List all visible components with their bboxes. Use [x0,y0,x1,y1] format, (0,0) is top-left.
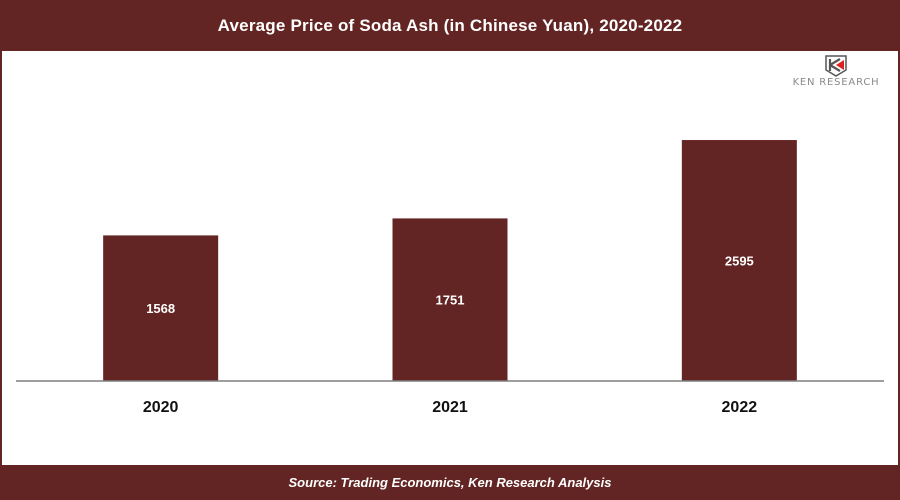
data-label-2020: 1568 [146,301,175,316]
data-label-2021: 1751 [436,293,465,308]
chart-title: Average Price of Soda Ash (in Chinese Yu… [217,15,683,35]
labels-group: 1568 2020 1751 2021 2595 2022 [143,254,757,416]
chart-title-banner: Average Price of Soda Ash (in Chinese Yu… [0,0,900,51]
ken-research-logo: KEN RESEARCH [776,55,896,95]
bar-2020 [103,235,219,381]
data-label-2022: 2595 [725,254,754,269]
logo-text: KEN RESEARCH [792,77,880,88]
ken-research-shield-icon [825,55,847,77]
x-tick-label-2020: 2020 [143,399,179,416]
source-banner: Source: Trading Economics, Ken Research … [0,465,900,500]
bars-group [103,140,797,381]
x-tick-label-2021: 2021 [432,399,468,416]
bar-2022 [681,140,797,381]
bar-2021 [392,218,508,381]
x-tick-label-2022: 2022 [722,399,758,416]
source-note: Source: Trading Economics, Ken Research … [288,475,612,490]
